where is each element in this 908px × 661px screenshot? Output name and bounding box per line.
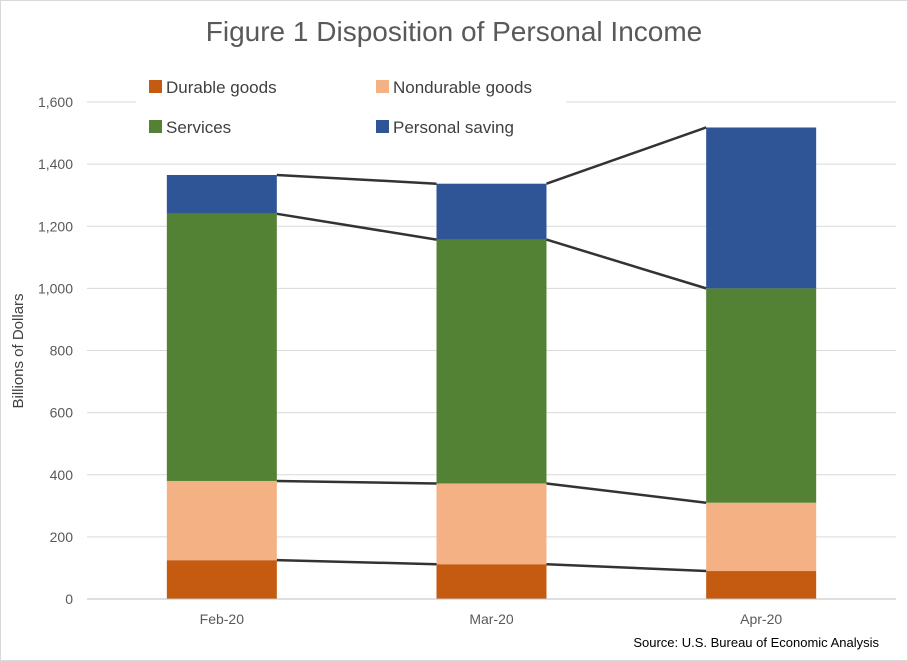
legend-background: [136, 67, 566, 151]
legend-label: Services: [166, 118, 231, 137]
y-tick-label: 200: [50, 529, 74, 545]
series-line: [546, 238, 707, 290]
bars: [166, 127, 817, 599]
bar-segment-durable-goods: [706, 571, 817, 599]
x-tick-label: Apr-20: [740, 611, 782, 627]
series-line: [276, 212, 437, 241]
series-line: [546, 482, 707, 504]
bar-segment-services: [166, 213, 277, 481]
x-tick-label: Feb-20: [200, 611, 245, 627]
bar-segment-personal-saving: [706, 127, 817, 289]
y-tick-label: 1,200: [38, 218, 73, 234]
y-tick-label: 400: [50, 467, 74, 483]
bar-segment-nondurable-goods: [436, 483, 547, 565]
y-tick-label: 800: [50, 343, 74, 359]
bar-segment-durable-goods: [436, 564, 547, 599]
y-tick-label: 1,400: [38, 156, 73, 172]
legend-label: Durable goods: [166, 78, 277, 97]
bar-segment-services: [706, 288, 817, 503]
legend-label: Nondurable goods: [393, 78, 532, 97]
series-line: [546, 126, 707, 185]
series-line: [276, 173, 437, 185]
bar-segment-nondurable-goods: [706, 502, 817, 572]
legend-swatch: [149, 120, 162, 133]
y-axis-label: Billions of Dollars: [10, 293, 27, 408]
series-line: [276, 479, 437, 485]
y-tick-label: 1,600: [38, 94, 73, 110]
bar-segment-personal-saving: [436, 183, 547, 240]
y-tick-label: 0: [65, 591, 73, 607]
bar-segment-personal-saving: [166, 174, 277, 214]
series-connector-lines: [276, 126, 707, 573]
bar-segment-nondurable-goods: [166, 480, 277, 561]
legend-swatch: [376, 80, 389, 93]
series-line: [546, 562, 707, 573]
y-tick-label: 600: [50, 405, 74, 421]
source-note: Source: U.S. Bureau of Economic Analysis: [633, 635, 879, 650]
legend: Durable goods Nondurable goods Services Per…: [136, 67, 566, 151]
y-tick-label: 1,000: [38, 280, 73, 296]
series-line: [276, 558, 437, 566]
legend-swatch: [376, 120, 389, 133]
legend-swatch: [149, 80, 162, 93]
x-axis-ticks: Feb-20 Mar-20 Apr-20: [87, 598, 896, 627]
bar-segment-durable-goods: [166, 560, 277, 599]
y-axis-ticks: 0 200 400 600 800 1,000 1,200 1,400 1,600: [38, 94, 73, 607]
bar-segment-services: [436, 239, 547, 484]
x-tick-label: Mar-20: [469, 611, 514, 627]
legend-label: Personal saving: [393, 118, 514, 137]
chart-title: Figure 1 Disposition of Personal Income: [206, 16, 702, 47]
